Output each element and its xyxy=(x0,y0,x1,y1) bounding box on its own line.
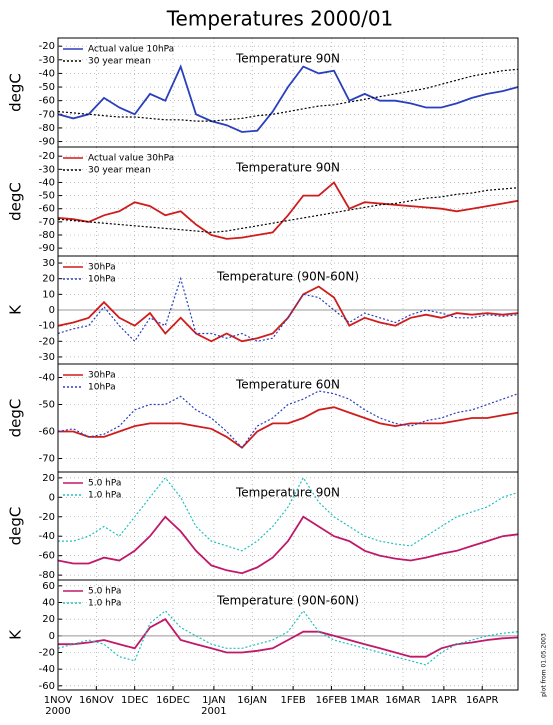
y-tick-label: -20 xyxy=(39,648,55,659)
panel-title: Temperature 90N xyxy=(235,52,340,66)
series-line xyxy=(58,406,519,449)
series-line xyxy=(57,187,519,234)
y-tick-label: 0 xyxy=(49,305,55,316)
x-tick-label: 1FEB xyxy=(280,695,305,706)
y-tick-label: -60 xyxy=(39,204,55,215)
y-tick-label: -20 xyxy=(39,336,55,347)
y-tick-label: 0 xyxy=(49,631,55,642)
x-tick-label: 16MAR xyxy=(385,695,420,706)
y-tick-label: -60 xyxy=(39,681,55,692)
y-tick-label: -90 xyxy=(39,137,55,148)
legend-label: 30hPa xyxy=(88,371,116,381)
y-tick-label: -70 xyxy=(39,454,55,465)
y-axis-label: degC xyxy=(7,73,25,112)
panel-title: Temperature 60N xyxy=(235,378,340,392)
figure-title: Temperatures 2000/01 xyxy=(166,7,394,31)
y-axis-label: degC xyxy=(7,507,25,546)
x-tick-label: 16DEC xyxy=(156,695,190,706)
y-tick-label: 40 xyxy=(42,598,55,609)
y-axis-label: degC xyxy=(7,399,25,438)
y-tick-label: -20 xyxy=(39,151,55,162)
series-line xyxy=(57,515,519,575)
y-tick-label: -40 xyxy=(39,664,55,675)
x-year-label: 2001 xyxy=(201,706,226,717)
x-year-label: 2000 xyxy=(45,706,70,717)
y-tick-label: -40 xyxy=(39,373,55,384)
x-tick-label: 16NOV xyxy=(79,695,114,706)
legend-label: 30 year mean xyxy=(88,166,151,176)
y-tick-label: -60 xyxy=(39,96,55,107)
y-tick-label: 60 xyxy=(42,581,55,592)
y-tick-label: -80 xyxy=(39,230,55,241)
y-tick-label: 30 xyxy=(42,258,55,269)
panel-title: Temperature (90N-60N) xyxy=(216,270,359,284)
legend-label: 30 year mean xyxy=(88,57,151,67)
y-tick-label: -70 xyxy=(39,109,55,120)
series-line xyxy=(58,618,519,658)
y-tick-label: -40 xyxy=(39,531,55,542)
legend-label: 10hPa xyxy=(88,275,116,285)
y-axis-label: K xyxy=(7,629,25,640)
legend-label: 1.0 hPa xyxy=(88,599,121,609)
y-tick-label: -70 xyxy=(39,217,55,228)
legend-label: Actual value 10hPa xyxy=(88,45,174,55)
y-tick-label: -90 xyxy=(39,243,55,254)
x-tick-label: 1MAR xyxy=(350,695,379,706)
x-tick-label: 16FEB xyxy=(316,695,348,706)
y-tick-label: -60 xyxy=(39,427,55,438)
legend-label: 5.0 hPa xyxy=(88,587,121,597)
x-tick-label: 16JAN xyxy=(237,695,267,706)
y-tick-label: -30 xyxy=(39,55,55,66)
series-line xyxy=(57,64,519,133)
y-tick-label: -60 xyxy=(39,551,55,562)
x-tick-label: 1APR xyxy=(431,695,457,706)
y-tick-label: -20 xyxy=(39,41,55,52)
y-tick-label: -40 xyxy=(39,177,55,188)
y-tick-label: -10 xyxy=(39,321,55,332)
y-tick-label: -40 xyxy=(39,68,55,79)
y-tick-label: 20 xyxy=(42,274,55,285)
panel-title: Temperature 90N xyxy=(235,486,340,500)
y-axis-label: degC xyxy=(7,182,25,221)
y-tick-label: -50 xyxy=(39,82,55,93)
series-line xyxy=(58,476,519,552)
y-tick-label: -80 xyxy=(39,123,55,134)
series-line xyxy=(57,276,519,343)
x-tick-label: 1DEC xyxy=(121,695,148,706)
y-tick-label: -30 xyxy=(39,352,55,363)
panel-title: Temperature (90N-60N) xyxy=(216,594,359,608)
series-line xyxy=(57,68,519,122)
y-tick-label: -30 xyxy=(39,164,55,175)
y-tick-label: -50 xyxy=(39,400,55,411)
legend-label: 5.0 hPa xyxy=(88,479,121,489)
y-tick-label: 10 xyxy=(42,289,55,300)
y-tick-label: 20 xyxy=(42,614,55,625)
series-line xyxy=(57,390,519,449)
series-line xyxy=(57,285,519,343)
legend-label: 1.0 hPa xyxy=(88,491,121,501)
y-tick-label: -80 xyxy=(39,570,55,581)
x-tick-label: 1JAN xyxy=(202,695,225,706)
side-note: plot from 01.05.2003 xyxy=(541,633,548,697)
series-line xyxy=(57,181,519,240)
legend-label: 30hPa xyxy=(88,263,116,273)
legend-label: Actual value 30hPa xyxy=(88,154,174,164)
y-axis-label: K xyxy=(7,304,25,315)
panel-frame xyxy=(57,579,519,691)
legend-label: 10hPa xyxy=(88,383,116,393)
series-line xyxy=(57,609,519,666)
y-tick-label: 20 xyxy=(42,473,55,484)
x-tick-label: 16APR xyxy=(466,695,499,706)
y-tick-label: -20 xyxy=(39,512,55,523)
x-tick-label: 1NOV xyxy=(44,695,73,706)
y-tick-label: 0 xyxy=(49,492,55,503)
panel-title: Temperature 90N xyxy=(235,161,340,175)
y-tick-label: -50 xyxy=(39,191,55,202)
